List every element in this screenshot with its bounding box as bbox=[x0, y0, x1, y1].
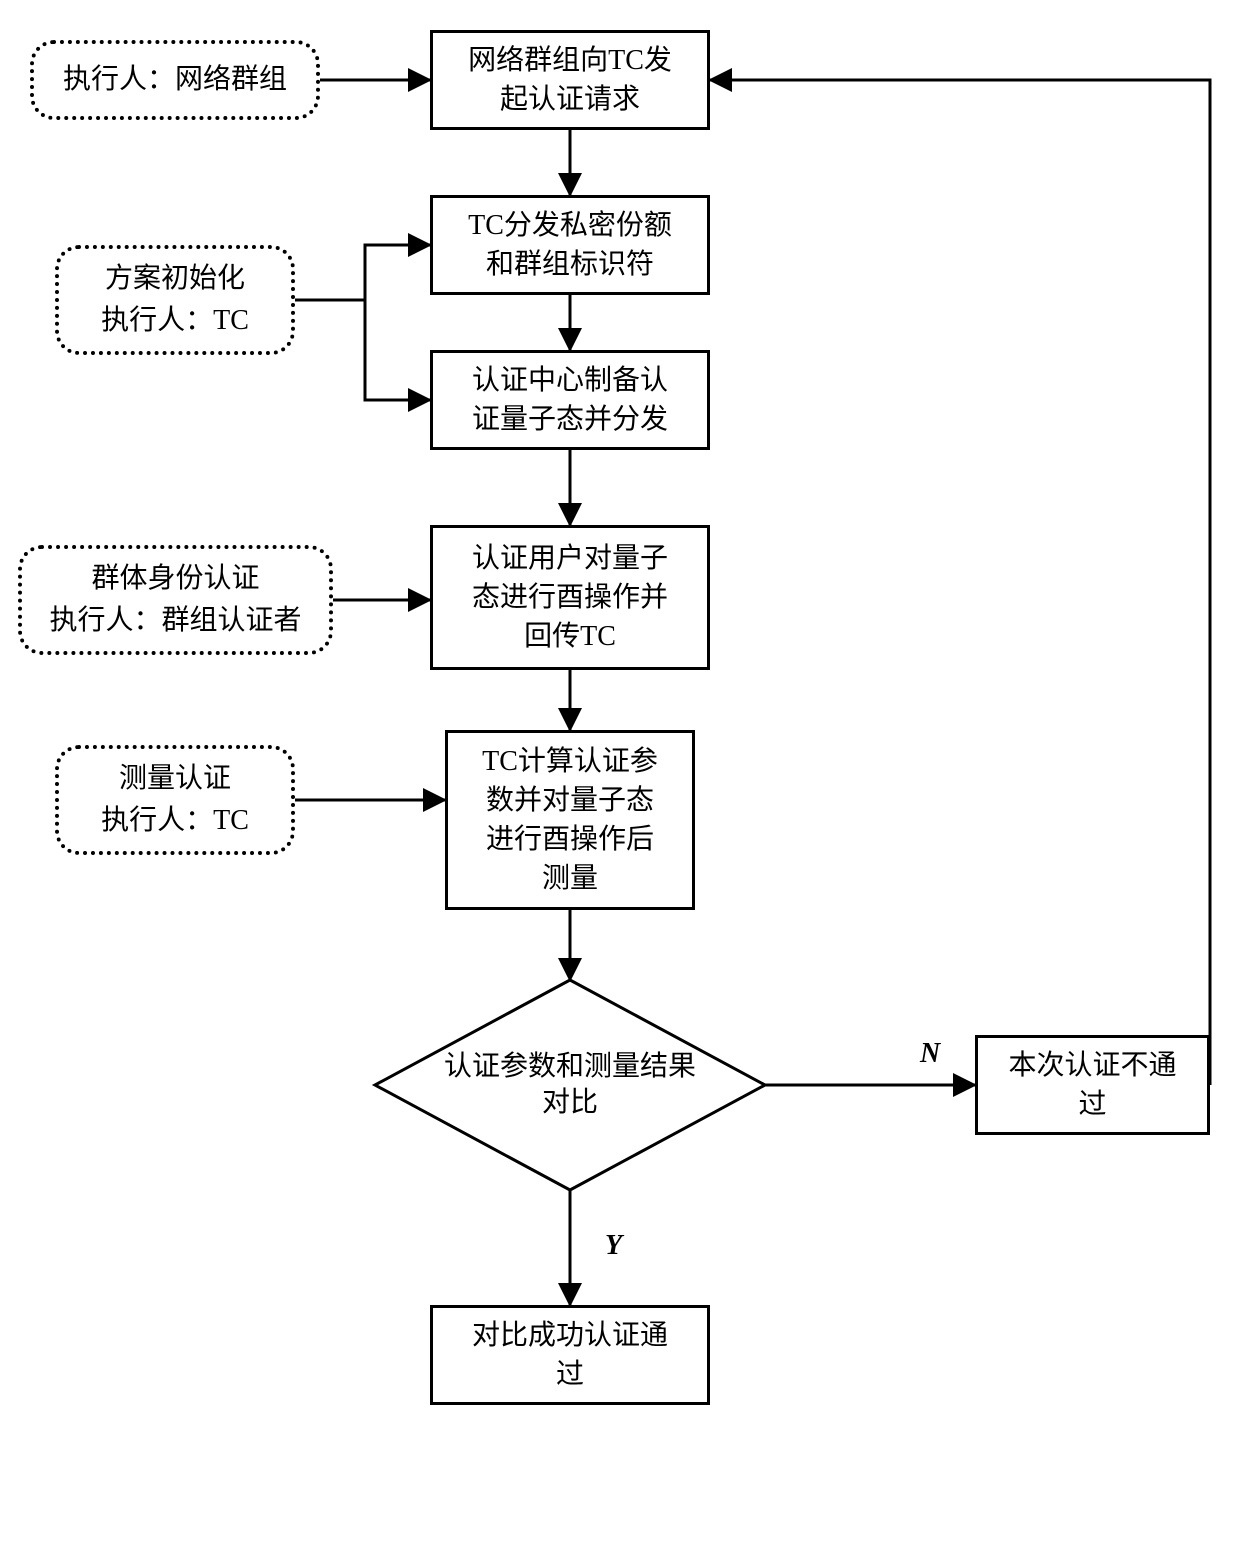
label-yes: Y bbox=[605, 1230, 622, 1262]
process-text: TC分发私密份额 和群组标识符 bbox=[468, 206, 672, 284]
process-request: 网络群组向TC发 起认证请求 bbox=[430, 30, 710, 130]
process-tc-compute: TC计算认证参 数并对量子态 进行酉操作后 测量 bbox=[445, 730, 695, 910]
label-no: N bbox=[920, 1038, 940, 1070]
edge bbox=[710, 80, 1210, 1085]
actor-label: 方案初始化 执行人：TC bbox=[101, 258, 249, 342]
process-text: 认证中心制备认 证量子态并分发 bbox=[472, 361, 668, 439]
process-text: 网络群组向TC发 起认证请求 bbox=[468, 41, 672, 119]
actor-label: 执行人：网络群组 bbox=[63, 59, 287, 101]
actor-label: 群体身份认证 执行人：群组认证者 bbox=[49, 558, 301, 642]
actor-init-tc: 方案初始化 执行人：TC bbox=[55, 245, 295, 355]
edge bbox=[295, 300, 430, 400]
process-prepare-quantum: 认证中心制备认 证量子态并分发 bbox=[430, 350, 710, 450]
edge bbox=[295, 245, 430, 300]
decision-text: 认证参数和测量结果 对比 bbox=[444, 1049, 696, 1122]
actor-group-auth: 群体身份认证 执行人：群组认证者 bbox=[18, 545, 333, 655]
process-text: 对比成功认证通 过 bbox=[472, 1316, 668, 1394]
actor-label: 测量认证 执行人：TC bbox=[101, 758, 249, 842]
actor-measure-tc: 测量认证 执行人：TC bbox=[55, 745, 295, 855]
actor-network-group: 执行人：网络群组 bbox=[30, 40, 320, 120]
process-text: 认证用户对量子 态进行酉操作并 回传TC bbox=[472, 539, 668, 657]
decision-compare: 认证参数和测量结果 对比 bbox=[375, 980, 765, 1190]
process-unitary-op: 认证用户对量子 态进行酉操作并 回传TC bbox=[430, 525, 710, 670]
process-text: TC计算认证参 数并对量子态 进行酉操作后 测量 bbox=[482, 742, 658, 899]
process-distribute-shares: TC分发私密份额 和群组标识符 bbox=[430, 195, 710, 295]
process-auth-pass: 对比成功认证通 过 bbox=[430, 1305, 710, 1405]
process-text: 本次认证不通 过 bbox=[1008, 1046, 1176, 1124]
process-auth-fail: 本次认证不通 过 bbox=[975, 1035, 1210, 1135]
